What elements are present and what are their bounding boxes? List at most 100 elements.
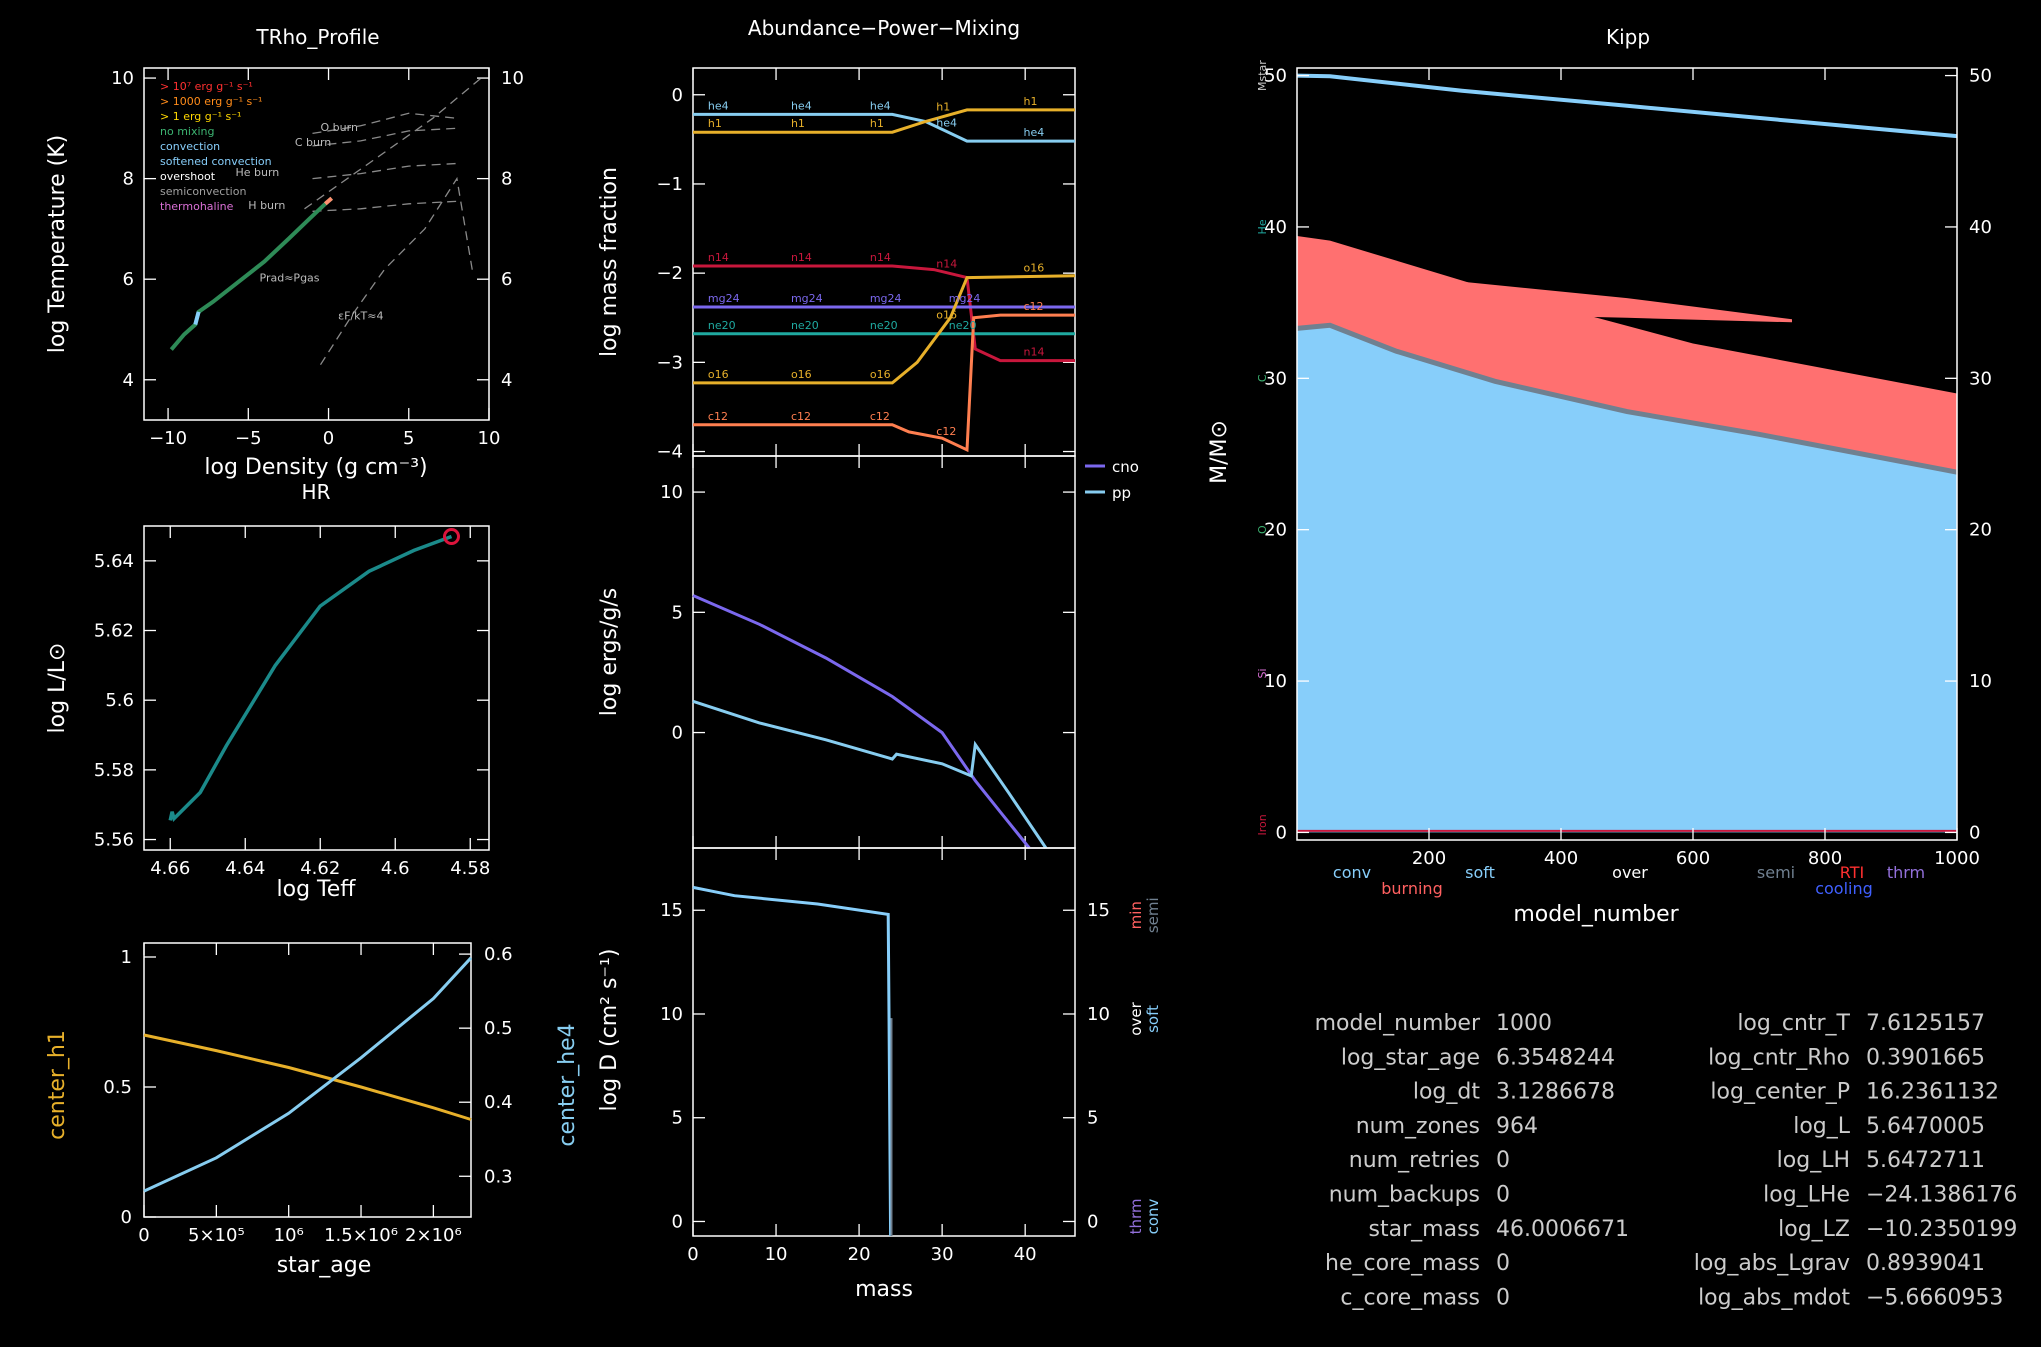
kipp-panel: 200 400 600 800 1000 0 0 10 10 20 20 30 30 40 40 50 50 M… bbox=[1207, 60, 1992, 927]
abund-species-label: c12 bbox=[708, 410, 728, 423]
burn-line bbox=[312, 112, 457, 135]
hr-ytick-label: 5.6 bbox=[105, 690, 134, 711]
info-label: log_LH bbox=[1777, 1148, 1850, 1173]
trho-legend: > 10⁷ erg g⁻¹ s⁻¹ > 1000 erg g⁻¹ s⁻¹ > 1 e… bbox=[160, 80, 272, 213]
kipp-overshoot-edge bbox=[1296, 322, 1958, 475]
abund-species-label: ne20 bbox=[791, 319, 819, 332]
trho-legend-item: no mixing bbox=[160, 125, 215, 138]
info-label: he_core_mass bbox=[1325, 1251, 1480, 1276]
abund-species-label: mg24 bbox=[949, 292, 981, 305]
mixing-ylabel: log D (cm² s⁻¹) bbox=[597, 949, 622, 1112]
mixing-right-labels: min semi over soft thrm conv bbox=[1127, 897, 1162, 1234]
power-pp-line bbox=[692, 699, 1048, 849]
center-ytick-label-right: 0.6 bbox=[484, 944, 513, 965]
abund-species-label: o16 bbox=[1023, 262, 1044, 275]
kipp-ytick-label-right: 50 bbox=[1969, 66, 1992, 87]
kipp-xtick-label: 200 bbox=[1412, 848, 1446, 869]
center-ytick-label-right: 0.3 bbox=[484, 1166, 513, 1187]
burn-label: He burn bbox=[235, 166, 279, 179]
mixing-ytick-label-right: 0 bbox=[1087, 1211, 1098, 1232]
info-label: log_abs_mdot bbox=[1698, 1285, 1850, 1310]
boundary-line bbox=[304, 77, 482, 210]
abund-species-label: he4 bbox=[870, 99, 891, 112]
abund-lines: he4 he4 he4 he4 he4 h1 h1 h1 h1 h1 n14 n14 n14 n14 n14… bbox=[693, 95, 1076, 453]
center-frame bbox=[143, 942, 472, 1218]
prad-label: Prad≈Pgas bbox=[260, 272, 320, 285]
abund-species-label: o16 bbox=[870, 368, 891, 381]
center-he4-line bbox=[143, 956, 473, 1193]
abund-species-label: o16 bbox=[708, 368, 729, 381]
center-ylabel-right: center_he4 bbox=[555, 1023, 580, 1146]
center-panel: 0 5×10⁵ 10⁶ 1.5×10⁶ 2×10⁶ 0 0.5 1 0.3 0.4 0.5 0.6 s… bbox=[45, 942, 580, 1278]
abund-o16-line bbox=[693, 274, 1076, 385]
info-label: c_core_mass bbox=[1340, 1285, 1480, 1310]
burn-line bbox=[312, 127, 457, 147]
center-ticks: 0 5×10⁵ 10⁶ 1.5×10⁶ 2×10⁶ 0 0.5 1 0.3 0.4 0.5 0.6 bbox=[103, 943, 513, 1246]
trho-legend-item: semiconvection bbox=[160, 185, 246, 198]
power-panel: 0 5 10 cno pp log ergs/g/s bbox=[597, 455, 1139, 849]
center-ytick-label: 0 bbox=[121, 1207, 132, 1228]
abund-species-label: h1 bbox=[1023, 95, 1037, 108]
trho-xlabel: log Density (g cm⁻³) bbox=[204, 455, 427, 480]
kipp-bottom-label: thrm bbox=[1887, 863, 1925, 882]
hr-title: HR bbox=[302, 480, 331, 504]
kipp-areas bbox=[1296, 73, 1958, 833]
power-legend-label: pp bbox=[1112, 484, 1131, 502]
kipp-left-markers: Mstar He C O Si Iron bbox=[1256, 60, 1269, 836]
trho-lines: O burn C burn He burn H burn Prad≈Pgas εF/kT≈… bbox=[169, 77, 482, 366]
abund-species-label: c12 bbox=[870, 410, 890, 423]
info-value: 6.3548244 bbox=[1496, 1045, 1615, 1070]
center-xtick-label: 10⁶ bbox=[274, 1225, 304, 1246]
trho-legend-item: > 1000 erg g⁻¹ s⁻¹ bbox=[160, 95, 262, 108]
info-label: log_abs_Lgrav bbox=[1694, 1251, 1850, 1276]
kipp-bottom-label: soft bbox=[1465, 863, 1495, 882]
trho-ytick-label: 4 bbox=[123, 370, 134, 391]
abund-species-label: n14 bbox=[1023, 346, 1044, 359]
abund-species-label: n14 bbox=[870, 251, 891, 264]
power-frame bbox=[692, 455, 1076, 849]
abund-ytick-label: −1 bbox=[656, 174, 683, 195]
mixing-ytick-label: 15 bbox=[660, 900, 683, 921]
info-value: 16.2361132 bbox=[1866, 1080, 1999, 1105]
center-ytick-label: 1 bbox=[121, 947, 132, 968]
info-label: log_star_age bbox=[1341, 1045, 1480, 1070]
abund-species-label: mg24 bbox=[791, 292, 823, 305]
abund-title: Abundance−Power−Mixing bbox=[748, 16, 1020, 40]
abund-species-label: h1 bbox=[870, 117, 884, 130]
trho-legend-item: overshoot bbox=[160, 170, 216, 183]
mixing-ytick-label: 10 bbox=[660, 1004, 683, 1025]
kipp-bottom-label: over bbox=[1612, 863, 1648, 882]
info-value: 46.0006671 bbox=[1496, 1217, 1629, 1242]
hr-ticks: 4.66 4.64 4.62 4.6 4.58 5.56 5.58 5.6 5.62 5.64 bbox=[94, 526, 490, 879]
abund-species-label: ne20 bbox=[870, 319, 898, 332]
kipp-ytick-label: 40 bbox=[1264, 217, 1287, 238]
abund-h1-line bbox=[693, 108, 1075, 134]
kipp-ylabel: M/M⊙ bbox=[1207, 420, 1232, 484]
kipp-star-mass-line bbox=[1296, 73, 1958, 139]
trho-xtick-label: 5 bbox=[403, 428, 414, 449]
power-legend: cno pp bbox=[1085, 458, 1139, 502]
kipp-convective-core bbox=[1297, 325, 1957, 833]
trho-title: TRho_Profile bbox=[255, 25, 379, 49]
mixing-frame bbox=[692, 847, 1076, 1237]
hr-xtick-label: 4.6 bbox=[381, 858, 410, 879]
hr-ytick-label: 5.62 bbox=[94, 621, 134, 642]
trho-xtick-label: 0 bbox=[323, 428, 334, 449]
power-ytick-label: 10 bbox=[660, 482, 683, 503]
burn-line bbox=[312, 200, 457, 212]
kipp-ytick-label: 10 bbox=[1264, 671, 1287, 692]
abund-species-label: n14 bbox=[936, 258, 957, 271]
abund-n14-line bbox=[693, 264, 1075, 363]
kipp-ytick-label: 30 bbox=[1264, 368, 1287, 389]
power-ytick-label: 5 bbox=[672, 602, 683, 623]
hr-ytick-label: 5.64 bbox=[94, 551, 134, 572]
kipp-frame bbox=[1296, 67, 1958, 841]
trho-legend-item: > 1 erg g⁻¹ s⁻¹ bbox=[160, 110, 241, 123]
mixing-xtick-label: 30 bbox=[931, 1244, 954, 1265]
center-ytick-label-right: 0.4 bbox=[484, 1092, 513, 1113]
kipp-ytick-label: 50 bbox=[1264, 66, 1287, 87]
hr-panel: 4.66 4.64 4.62 4.6 4.58 5.56 5.58 5.6 5.62 5.64 l… bbox=[45, 525, 490, 902]
info-table: model_number 1000 log_star_age 6.3548244 log… bbox=[1315, 1011, 2018, 1310]
